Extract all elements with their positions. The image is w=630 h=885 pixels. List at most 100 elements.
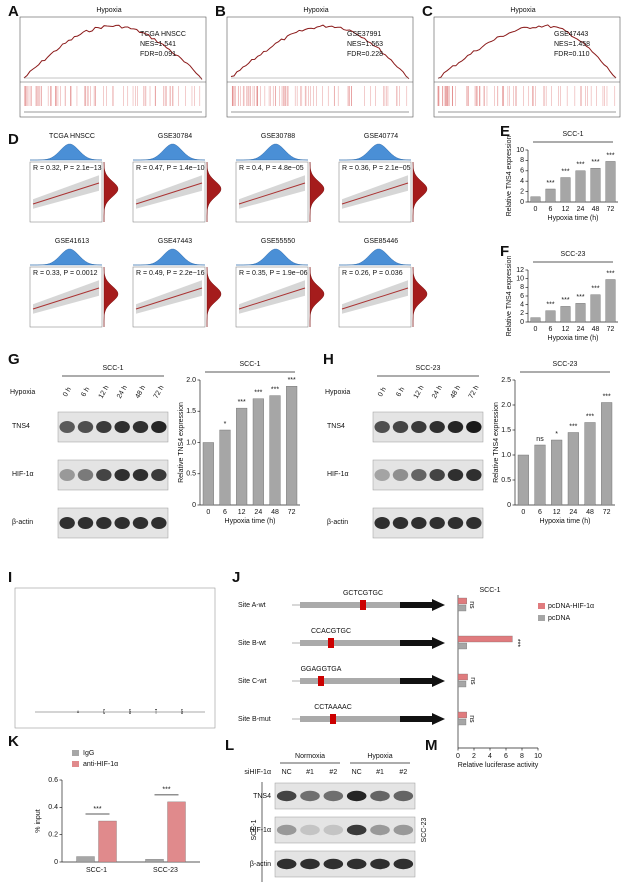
gsea-nes: NES=1.458 xyxy=(554,41,590,48)
y-tick-label: 0 xyxy=(520,199,524,206)
lane-label: #1 xyxy=(376,769,384,776)
blot-cell-line: SCC-1 xyxy=(102,365,123,372)
bar xyxy=(252,398,264,506)
blot-band xyxy=(77,469,94,481)
gsea-curve xyxy=(437,24,617,79)
bar xyxy=(145,859,164,863)
blot-band xyxy=(300,858,320,870)
lane-label: 12 h xyxy=(413,384,426,399)
gsea-dataset: GSE47443 xyxy=(554,31,588,38)
bar xyxy=(457,718,467,726)
panel-letter: D xyxy=(8,131,19,148)
blot-band xyxy=(300,824,320,836)
significance: *** xyxy=(576,294,584,301)
panel-letter: M xyxy=(425,737,438,754)
x-tick-label: SCC-23 xyxy=(153,867,178,874)
gsea-curve xyxy=(230,24,410,80)
chart-title: SCC-1 xyxy=(479,587,500,594)
blot-band xyxy=(346,824,367,836)
density-right xyxy=(309,266,325,327)
y-tick-label: 1.0 xyxy=(501,452,511,459)
blot-band xyxy=(411,421,427,433)
blot-band xyxy=(411,517,427,529)
gsea-title: Hypoxia xyxy=(303,7,328,14)
construct-promoter xyxy=(300,602,400,608)
gsea-nes: NES=1.541 xyxy=(140,41,176,48)
x-tick-label: 48 xyxy=(592,206,600,213)
blot-band xyxy=(466,469,482,481)
density-top xyxy=(236,248,309,266)
significance: *** xyxy=(576,162,584,169)
correlation-title: GSE30788 xyxy=(261,133,295,140)
panel-letter: I xyxy=(8,569,12,586)
bar xyxy=(286,386,298,506)
lane-label: NC xyxy=(352,769,362,776)
x-tick-label: 72 xyxy=(607,326,615,333)
bar xyxy=(584,422,596,506)
lane-label: NC xyxy=(282,769,292,776)
blot-band xyxy=(276,824,297,836)
correlation-stat: R = 0.26, P = 0.036 xyxy=(342,270,403,277)
bar xyxy=(517,454,529,506)
correlation-stat: R = 0.33, P = 0.0012 xyxy=(33,270,98,277)
gsea-fdr: FDR=0.228 xyxy=(347,51,383,58)
y-tick-label: 0 xyxy=(192,502,196,509)
chart-title: SCC-23 xyxy=(561,251,586,258)
bar xyxy=(457,673,468,681)
significance: *** xyxy=(603,393,611,400)
legend-label: anti-HIF-1α xyxy=(83,761,118,768)
bar xyxy=(601,402,613,506)
y-tick-label: 0.4 xyxy=(48,804,58,811)
gsea-dataset: GSE37991 xyxy=(347,31,381,38)
blot-membrane xyxy=(372,411,484,443)
reporter-arrow xyxy=(400,713,445,725)
blot-band xyxy=(96,421,112,433)
blot-band xyxy=(392,469,409,481)
bar xyxy=(269,395,281,506)
confidence-band xyxy=(239,280,305,314)
significance: *** xyxy=(288,377,296,384)
significance: *** xyxy=(514,639,521,647)
gsea-nes: NES=1.563 xyxy=(347,41,383,48)
blot-band xyxy=(370,824,390,836)
bar xyxy=(76,856,95,863)
bar xyxy=(560,177,571,203)
legend-swatch xyxy=(72,761,79,767)
significance: *** xyxy=(606,152,614,159)
x-tick-label: 72 xyxy=(607,206,615,213)
significance: *** xyxy=(586,413,594,420)
lane-label: 0 h xyxy=(62,386,73,398)
blot-band xyxy=(392,421,409,433)
x-tick-label: SCC-1 xyxy=(86,867,107,874)
blot-band xyxy=(96,517,112,529)
condition-label: Hypoxia xyxy=(367,753,392,760)
y-tick-label: 4 xyxy=(520,302,524,309)
cell-label: SCC-23 xyxy=(421,817,428,842)
blot-band xyxy=(466,421,482,433)
correlation-stat: R = 0.4, P = 4.8e−05 xyxy=(239,165,304,172)
y-tick-label: 6 xyxy=(520,293,524,300)
significance: ns xyxy=(468,715,475,723)
chart-title: SCC-23 xyxy=(553,361,578,368)
panel-letter: F xyxy=(500,243,509,260)
lane-label: 24 h xyxy=(116,384,129,399)
bar xyxy=(605,279,616,323)
density-top xyxy=(236,143,309,161)
regression-line xyxy=(341,287,409,310)
bar xyxy=(575,303,586,323)
y-tick-label: 1.5 xyxy=(501,427,511,434)
blot-band xyxy=(429,421,445,433)
blot-condition: Hypoxia xyxy=(10,389,35,396)
bar xyxy=(590,294,601,323)
significance: ns xyxy=(536,436,544,443)
y-tick-label: 2 xyxy=(520,310,524,317)
blot-band xyxy=(429,469,445,481)
y-tick-label: 2 xyxy=(520,188,524,195)
gsea-frame xyxy=(19,16,207,118)
x-tick-label: 2 xyxy=(472,753,476,760)
protein-label: TNS4 xyxy=(253,793,271,800)
reporter-arrow xyxy=(400,637,445,649)
density-right xyxy=(206,266,222,327)
y-tick-label: 0.5 xyxy=(501,477,511,484)
gsea-fdr: FDR=0.110 xyxy=(554,51,590,58)
